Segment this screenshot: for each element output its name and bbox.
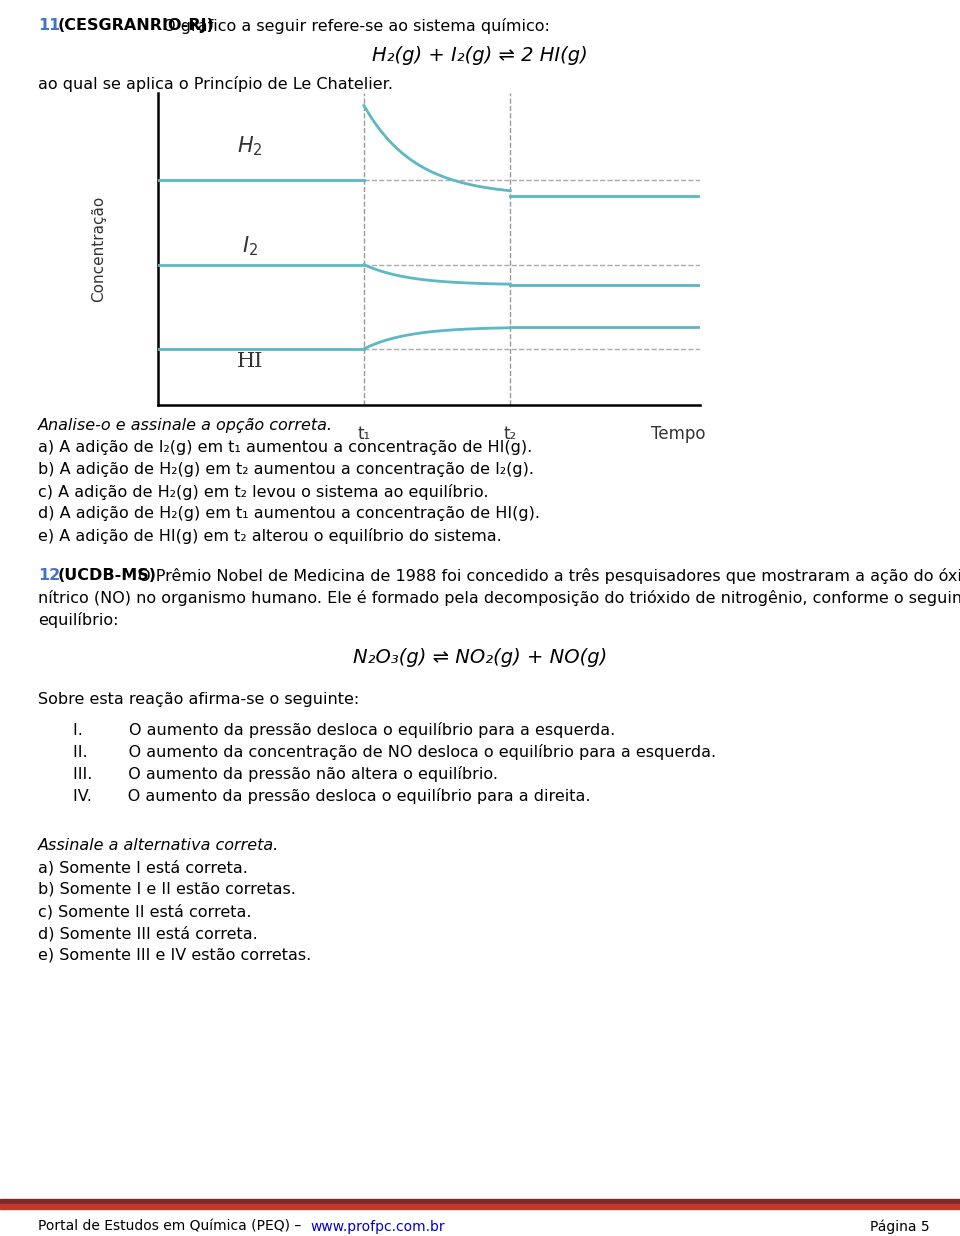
Text: 12: 12 <box>38 569 60 583</box>
Text: IV.       O aumento da pressão desloca o equilíbrio para a direita.: IV. O aumento da pressão desloca o equil… <box>73 789 590 803</box>
Text: c) Somente II está correta.: c) Somente II está correta. <box>38 904 252 920</box>
Text: Tempo: Tempo <box>651 425 706 444</box>
Text: c) A adição de H₂(g) em t₂ levou o sistema ao equilíbrio.: c) A adição de H₂(g) em t₂ levou o siste… <box>38 485 489 501</box>
Text: 11: 11 <box>38 19 60 33</box>
Text: e) Somente III e IV estão corretas.: e) Somente III e IV estão corretas. <box>38 948 311 963</box>
Text: N₂O₃(g) ⇌ NO₂(g) + NO(g): N₂O₃(g) ⇌ NO₂(g) + NO(g) <box>353 648 607 667</box>
Text: Portal de Estudos em Química (PEQ) –: Portal de Estudos em Química (PEQ) – <box>38 1220 305 1234</box>
Text: Sobre esta reação afirma-se o seguinte:: Sobre esta reação afirma-se o seguinte: <box>38 692 359 707</box>
Text: Analise-o e assinale a opção correta.: Analise-o e assinale a opção correta. <box>38 418 333 433</box>
Text: www.profpc.com.br: www.profpc.com.br <box>310 1220 444 1234</box>
Text: O Prêmio Nobel de Medicina de 1988 foi concedido a três pesquisadores que mostra: O Prêmio Nobel de Medicina de 1988 foi c… <box>133 569 960 583</box>
Text: II.        O aumento da concentração de NO desloca o equilíbrio para a esquerda.: II. O aumento da concentração de NO desl… <box>73 744 716 760</box>
Text: ao qual se aplica o Princípio de Le Chatelier.: ao qual se aplica o Princípio de Le Chat… <box>38 75 393 91</box>
Text: a) Somente I está correta.: a) Somente I está correta. <box>38 860 248 875</box>
Text: (CESGRANRIO-RJ): (CESGRANRIO-RJ) <box>58 19 215 33</box>
Text: Concentração: Concentração <box>91 195 106 302</box>
Text: I.         O aumento da pressão desloca o equilíbrio para a esquerda.: I. O aumento da pressão desloca o equilí… <box>73 722 615 738</box>
Text: HI: HI <box>237 352 263 371</box>
Text: III.       O aumento da pressão não altera o equilíbrio.: III. O aumento da pressão não altera o e… <box>73 766 498 782</box>
Text: equilíbrio:: equilíbrio: <box>38 612 118 628</box>
Text: $I_2$: $I_2$ <box>242 234 258 257</box>
Text: $H_2$: $H_2$ <box>237 135 263 158</box>
Text: e) A adição de HI(g) em t₂ alterou o equilíbrio do sistema.: e) A adição de HI(g) em t₂ alterou o equ… <box>38 528 502 544</box>
Text: a) A adição de I₂(g) em t₁ aumentou a concentração de HI(g).: a) A adição de I₂(g) em t₁ aumentou a co… <box>38 440 532 455</box>
Text: d) Somente III está correta.: d) Somente III está correta. <box>38 926 257 942</box>
Bar <box>0 1204 960 1209</box>
Text: b) Somente I e II estão corretas.: b) Somente I e II estão corretas. <box>38 883 296 897</box>
Text: t₁: t₁ <box>357 425 371 444</box>
Text: d) A adição de H₂(g) em t₁ aumentou a concentração de HI(g).: d) A adição de H₂(g) em t₁ aumentou a co… <box>38 506 540 522</box>
Bar <box>0 1199 960 1204</box>
Text: Assinale a alternativa correta.: Assinale a alternativa correta. <box>38 838 279 853</box>
Text: nítrico (NO) no organismo humano. Ele é formado pela decomposição do trióxido de: nítrico (NO) no organismo humano. Ele é … <box>38 590 960 606</box>
Text: H₂(g) + I₂(g) ⇌ 2 HI(g): H₂(g) + I₂(g) ⇌ 2 HI(g) <box>372 46 588 66</box>
Text: Página 5: Página 5 <box>871 1220 930 1235</box>
Text: (UCDB-MS): (UCDB-MS) <box>58 569 157 583</box>
Text: t₂: t₂ <box>504 425 516 444</box>
Text: O gráfico a seguir refere-se ao sistema químico:: O gráfico a seguir refere-se ao sistema … <box>158 19 550 35</box>
Text: b) A adição de H₂(g) em t₂ aumentou a concentração de I₂(g).: b) A adição de H₂(g) em t₂ aumentou a co… <box>38 462 534 477</box>
